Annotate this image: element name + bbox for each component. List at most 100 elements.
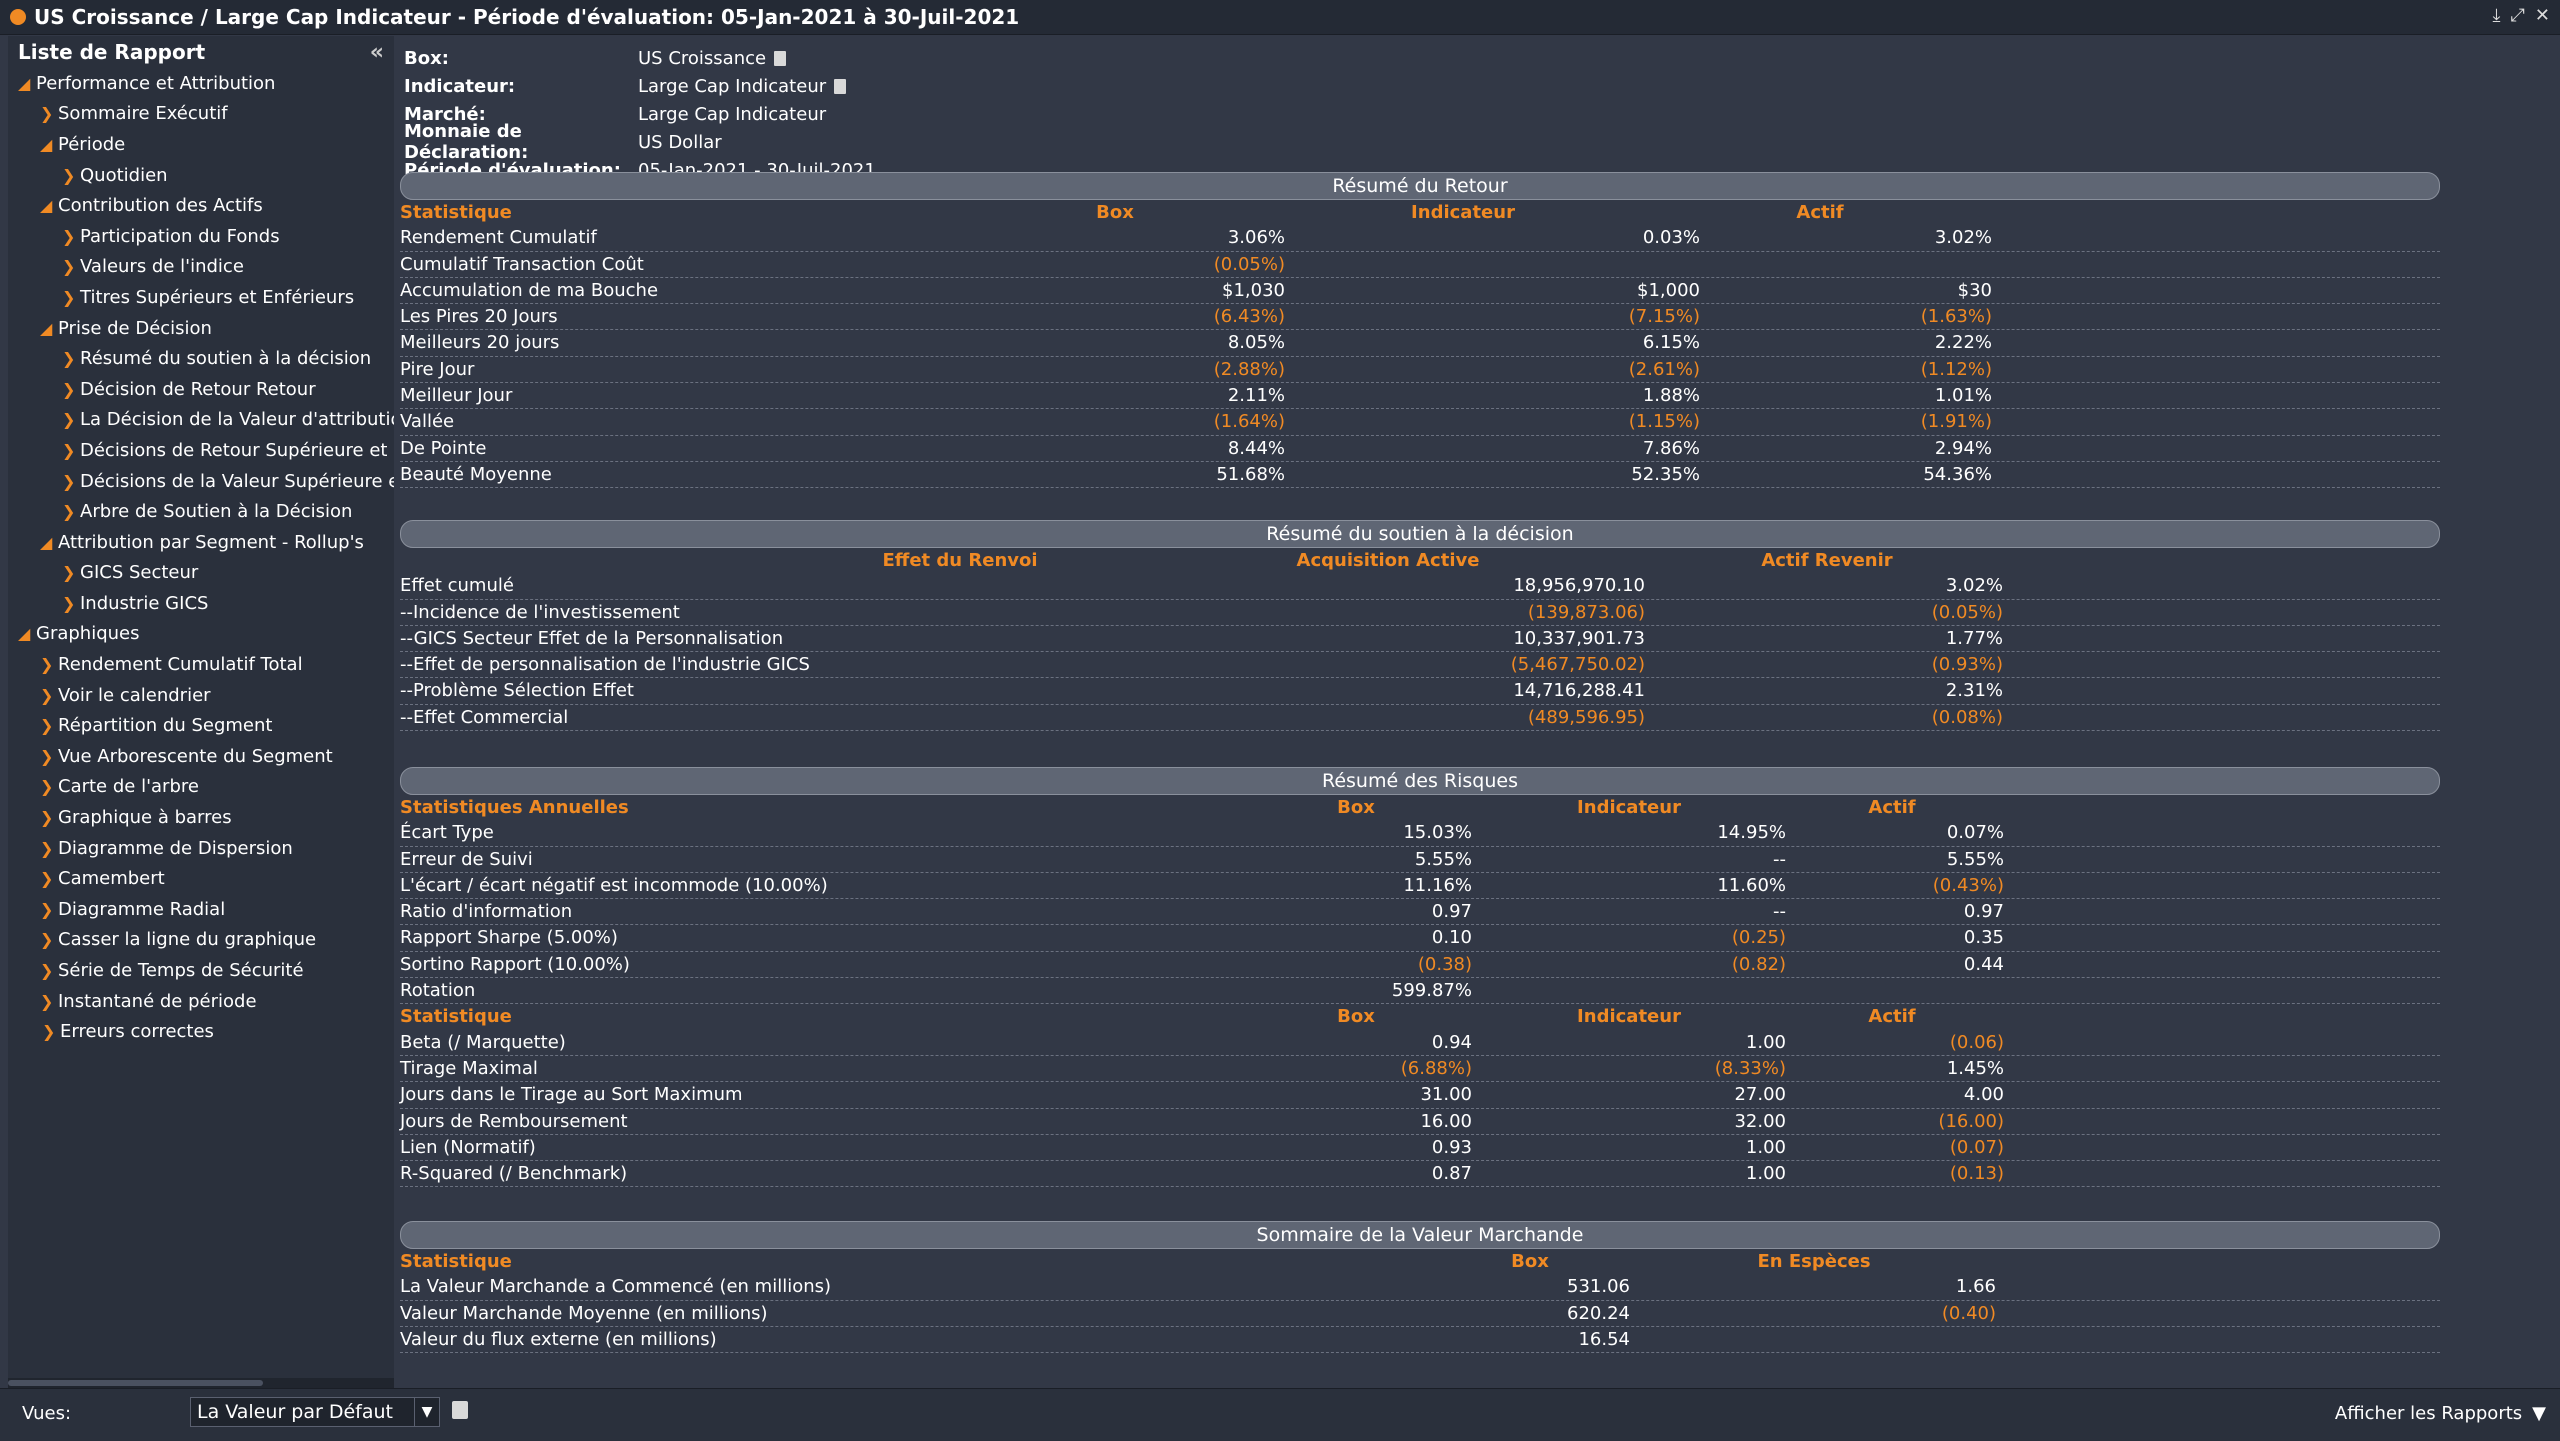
chevron-right-icon[interactable]: ❯ — [62, 593, 76, 613]
table-row: Vallée (1.64%) (1.15%) (1.91%) — [400, 409, 2440, 436]
table-row: Pire Jour (2.88%) (2.61%) (1.12%) — [400, 357, 2440, 384]
sidebar-item[interactable]: ❯ Décision de Retour Retour — [8, 374, 394, 405]
chevron-right-icon[interactable]: ❯ — [40, 899, 54, 919]
sidebar-item[interactable]: ❯ Industrie GICS — [8, 588, 394, 619]
row-value: 8.05% — [1227, 332, 1285, 354]
sidebar-item[interactable]: ❯ Diagramme Radial — [8, 894, 394, 925]
sidebar-item[interactable]: ❯ Quotidien — [8, 160, 394, 191]
sidebar-item[interactable]: ❯ La Décision de la Valeur d'attributio — [8, 405, 394, 436]
show-reports-button[interactable]: Afficher les Rapports ▼ — [2335, 1403, 2546, 1424]
chevron-right-icon[interactable]: ❯ — [40, 961, 54, 981]
sidebar-item[interactable]: ◢ Attribution par Segment - Rollup's — [8, 527, 394, 558]
sidebar-item[interactable]: ❯ Résumé du soutien à la décision — [8, 343, 394, 374]
minimize-icon[interactable]: ⤓ — [2492, 5, 2501, 26]
row-label: Les Pires 20 Jours — [400, 306, 558, 328]
chevron-right-icon[interactable]: ❯ — [62, 563, 76, 583]
chevron-right-icon[interactable]: ❯ — [62, 165, 76, 185]
sidebar-item[interactable]: ❯ Titres Supérieurs et Enférieurs — [8, 282, 394, 313]
sidebar-item[interactable]: ◢ Contribution des Actifs — [8, 190, 394, 221]
chevron-right-icon[interactable]: ❯ — [62, 410, 76, 430]
sidebar-item[interactable]: ◢ Période — [8, 129, 394, 160]
sidebar-item[interactable]: ◢ Graphiques — [8, 619, 394, 650]
chevron-right-icon[interactable]: ❯ — [40, 655, 54, 675]
expanded-arrow-icon[interactable]: ◢ — [18, 624, 31, 644]
sidebar-item[interactable]: ❯ Voir le calendrier — [8, 680, 394, 711]
sidebar-item[interactable]: ❯ Diagramme de Dispersion — [8, 833, 394, 864]
chevron-right-icon[interactable]: ❯ — [40, 808, 54, 828]
sidebar-item[interactable]: ❯ Graphique à barres — [8, 802, 394, 833]
chevron-right-icon[interactable]: ❯ — [40, 716, 54, 736]
expanded-arrow-icon[interactable]: ◢ — [40, 196, 53, 216]
expanded-arrow-icon[interactable]: ◢ — [18, 73, 31, 93]
report-section: Résumé des Risques Statistiques Annuelles… — [400, 767, 2440, 1188]
table-row: Beauté Moyenne 51.68% 52.35% 54.36% — [400, 462, 2440, 489]
scrollbar-thumb[interactable] — [8, 1380, 263, 1386]
document-icon[interactable] — [834, 78, 847, 94]
chevron-right-icon[interactable]: ❯ — [40, 685, 54, 705]
sidebar-item[interactable]: ❯ Carte de l'arbre — [8, 772, 394, 803]
chevron-right-icon[interactable]: ❯ — [40, 869, 54, 889]
sidebar-item[interactable]: ❯ Décisions de la Valeur Supérieure e — [8, 466, 394, 497]
sidebar-item[interactable]: ❯ Sommaire Exécutif — [8, 99, 394, 130]
sidebar-item[interactable]: ◢ Performance et Attribution — [8, 68, 394, 99]
column-header: Acquisition Active — [1296, 550, 1480, 571]
sidebar-scrollbar[interactable] — [8, 1378, 394, 1388]
row-value: (0.06) — [1949, 1031, 2004, 1053]
sidebar-item[interactable]: ❯ Valeurs de l'indice — [8, 252, 394, 283]
sidebar-item[interactable]: ◢ Prise de Décision — [8, 313, 394, 344]
row-value: (0.05%) — [1931, 601, 2003, 623]
chevron-right-icon[interactable]: ❯ — [40, 104, 54, 124]
sidebar-item[interactable]: ❯ Répartition du Segment — [8, 710, 394, 741]
sidebar-item[interactable]: ❯ Erreurs correctes — [8, 1016, 394, 1047]
row-value: (489,596.95) — [1527, 706, 1645, 728]
save-view-icon[interactable] — [452, 1401, 468, 1419]
row-value: 531.06 — [1567, 1276, 1630, 1298]
views-select[interactable]: La Valeur par Défaut ▼ — [190, 1397, 440, 1427]
chevron-right-icon[interactable]: ❯ — [42, 1022, 56, 1042]
row-value: (0.13) — [1949, 1163, 2004, 1185]
expanded-arrow-icon[interactable]: ◢ — [40, 532, 53, 552]
sidebar-item[interactable]: ❯ Participation du Fonds — [8, 221, 394, 252]
row-value: 1.00 — [1745, 1136, 1786, 1158]
chevron-right-icon[interactable]: ❯ — [62, 287, 76, 307]
chevron-right-icon[interactable]: ❯ — [40, 838, 54, 858]
close-icon[interactable]: ✕ — [2534, 5, 2550, 26]
chevron-right-icon[interactable]: ❯ — [40, 991, 54, 1011]
chevron-right-icon[interactable]: ❯ — [62, 440, 76, 460]
chevron-right-icon[interactable]: ❯ — [62, 226, 76, 246]
table-header: Effet du Renvoi Acquisition Active Actif R… — [400, 548, 2440, 573]
chevron-down-icon: ▼ — [2532, 1403, 2546, 1424]
chevron-right-icon[interactable]: ❯ — [62, 257, 76, 277]
table-row: --Effet de personnalisation de l'industr… — [400, 652, 2440, 679]
chevron-right-icon[interactable]: ❯ — [62, 471, 76, 491]
sidebar-item-label: Contribution des Actifs — [58, 195, 263, 217]
chevron-right-icon[interactable]: ❯ — [62, 349, 76, 369]
sidebar-item[interactable]: ❯ Rendement Cumulatif Total — [8, 649, 394, 680]
chevron-down-icon[interactable]: ▼ — [414, 1398, 439, 1426]
chevron-right-icon[interactable]: ❯ — [40, 930, 54, 950]
sidebar-item[interactable]: ❯ Casser la ligne du graphique — [8, 925, 394, 956]
info-row: Monnaie de Déclaration: US Dollar — [404, 121, 876, 163]
info-label: Marché: — [404, 103, 486, 125]
sidebar-item[interactable]: ❯ Vue Arborescente du Segment — [8, 741, 394, 772]
expanded-arrow-icon[interactable]: ◢ — [40, 134, 53, 154]
sidebar-item[interactable]: ❯ GICS Secteur — [8, 558, 394, 589]
expanded-arrow-icon[interactable]: ◢ — [40, 318, 53, 338]
document-icon[interactable] — [774, 50, 787, 66]
sidebar-item[interactable]: ❯ Arbre de Soutien à la Décision — [8, 496, 394, 527]
maximize-icon[interactable]: ⤢ — [2510, 5, 2525, 26]
chevron-right-icon[interactable]: ❯ — [40, 777, 54, 797]
sidebar-item[interactable]: ❯ Décisions de Retour Supérieure et — [8, 435, 394, 466]
chevron-right-icon[interactable]: ❯ — [62, 379, 76, 399]
chevron-right-icon[interactable]: ❯ — [62, 502, 76, 522]
table-row: Sortino Rapport (10.00%) (0.38) (0.82) 0.44 — [400, 952, 2440, 979]
table-row: Beta (/ Marquette) 0.94 1.00 (0.06) — [400, 1030, 2440, 1056]
collapse-sidebar-icon[interactable]: « — [369, 39, 384, 65]
sidebar-item[interactable]: ❯ Camembert — [8, 863, 394, 894]
report-section: Résumé du soutien à la décision Effet du … — [400, 520, 2440, 732]
chevron-right-icon[interactable]: ❯ — [40, 746, 54, 766]
sidebar-item[interactable]: ❯ Série de Temps de Sécurité — [8, 955, 394, 986]
info-row: Indicateur: Large Cap Indicateur — [404, 72, 876, 100]
sidebar-item[interactable]: ❯ Instantané de période — [8, 986, 394, 1017]
row-value: 4.00 — [1963, 1084, 2004, 1106]
